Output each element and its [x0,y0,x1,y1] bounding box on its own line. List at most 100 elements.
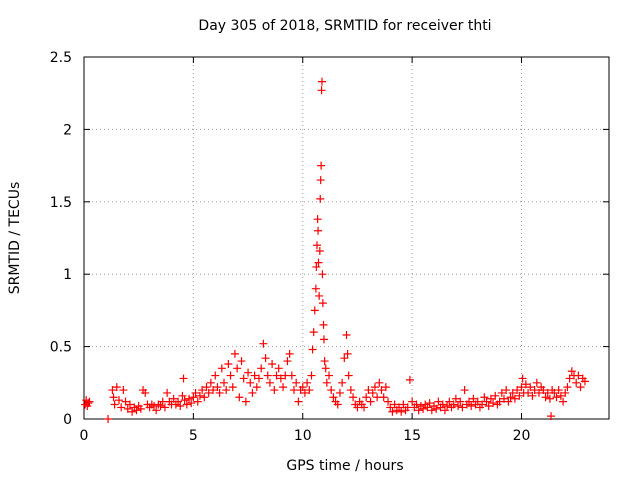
data-point [504,397,513,406]
data-point [270,386,279,395]
data-point [467,401,476,410]
data-point [491,391,500,400]
y-tick-label: 0.5 [50,340,72,356]
data-point [386,403,395,412]
data-point [141,388,150,397]
data-point [576,383,585,392]
data-point [366,397,375,406]
data-point [182,400,191,409]
data-point [556,391,565,400]
data-point [274,364,283,373]
data-point [319,320,328,329]
data-point [109,393,118,402]
data-point [414,406,423,415]
data-point [320,357,329,366]
data-point [532,378,541,387]
data-point [257,364,266,373]
data-point [375,378,384,387]
data-point [259,339,268,348]
data-point [204,388,213,397]
data-point [215,388,224,397]
data-point [530,386,539,395]
data-point [554,386,563,395]
data-point [209,386,218,395]
data-point [484,401,493,410]
data-point [185,394,193,403]
y-tick-label: 0 [63,412,72,428]
data-point [377,386,386,395]
data-point [180,396,189,405]
data-point [502,386,511,395]
data-point [285,349,294,358]
data-point [239,374,248,383]
data-point [318,270,327,279]
data-point [108,386,117,395]
data-point [298,383,307,392]
data-point [381,383,390,392]
data-point [364,386,373,395]
data-point [486,394,495,403]
data-point [224,359,233,368]
data-point [445,397,454,406]
data-point [117,403,126,412]
data-point [228,383,237,392]
data-point [327,386,336,395]
data-point [395,403,403,412]
data-point [541,393,550,402]
data-point [574,371,583,380]
data-point [412,400,421,409]
data-point [119,386,128,395]
data-point [121,397,130,406]
data-point [342,331,351,340]
data-point [265,378,274,387]
data-point [438,400,447,409]
data-point [528,391,537,400]
data-point [397,407,406,416]
data-point [460,386,469,395]
data-point [309,328,318,337]
data-point [567,367,576,376]
y-axis-label: SRMTID / TECUs [7,182,23,295]
data-point [506,393,515,402]
data-point [314,226,323,235]
data-point [338,378,347,387]
data-point [241,397,250,406]
data-point [268,359,277,368]
data-point [432,404,441,413]
data-point [316,194,325,203]
data-point [317,161,326,170]
data-point [518,374,527,383]
data-point [246,378,255,387]
x-tick-label: 5 [189,428,198,444]
data-point [465,397,473,406]
x-tick-label: 15 [403,428,421,444]
data-point [419,404,428,413]
data-point [316,176,325,185]
data-point [85,397,94,406]
data-point [115,396,123,405]
x-tick-label: 20 [513,428,531,444]
data-point [423,403,432,412]
data-point [384,397,393,406]
data-point [128,407,137,416]
data-point [454,401,463,410]
data-point [307,371,316,380]
data-point [495,397,504,406]
data-point [178,391,187,400]
data-point [322,378,331,387]
data-point [379,393,388,402]
data-point [250,371,259,380]
data-point [220,378,228,387]
data-point [443,401,452,410]
data-point [458,403,467,412]
x-tick-label: 10 [294,428,312,444]
data-point [230,349,239,358]
data-point [112,383,121,392]
plot-area [83,56,610,420]
data-point [497,388,506,397]
data-point [132,406,141,415]
y-tick-label: 2 [63,122,72,138]
data-point [335,388,344,397]
data-point [513,386,522,395]
